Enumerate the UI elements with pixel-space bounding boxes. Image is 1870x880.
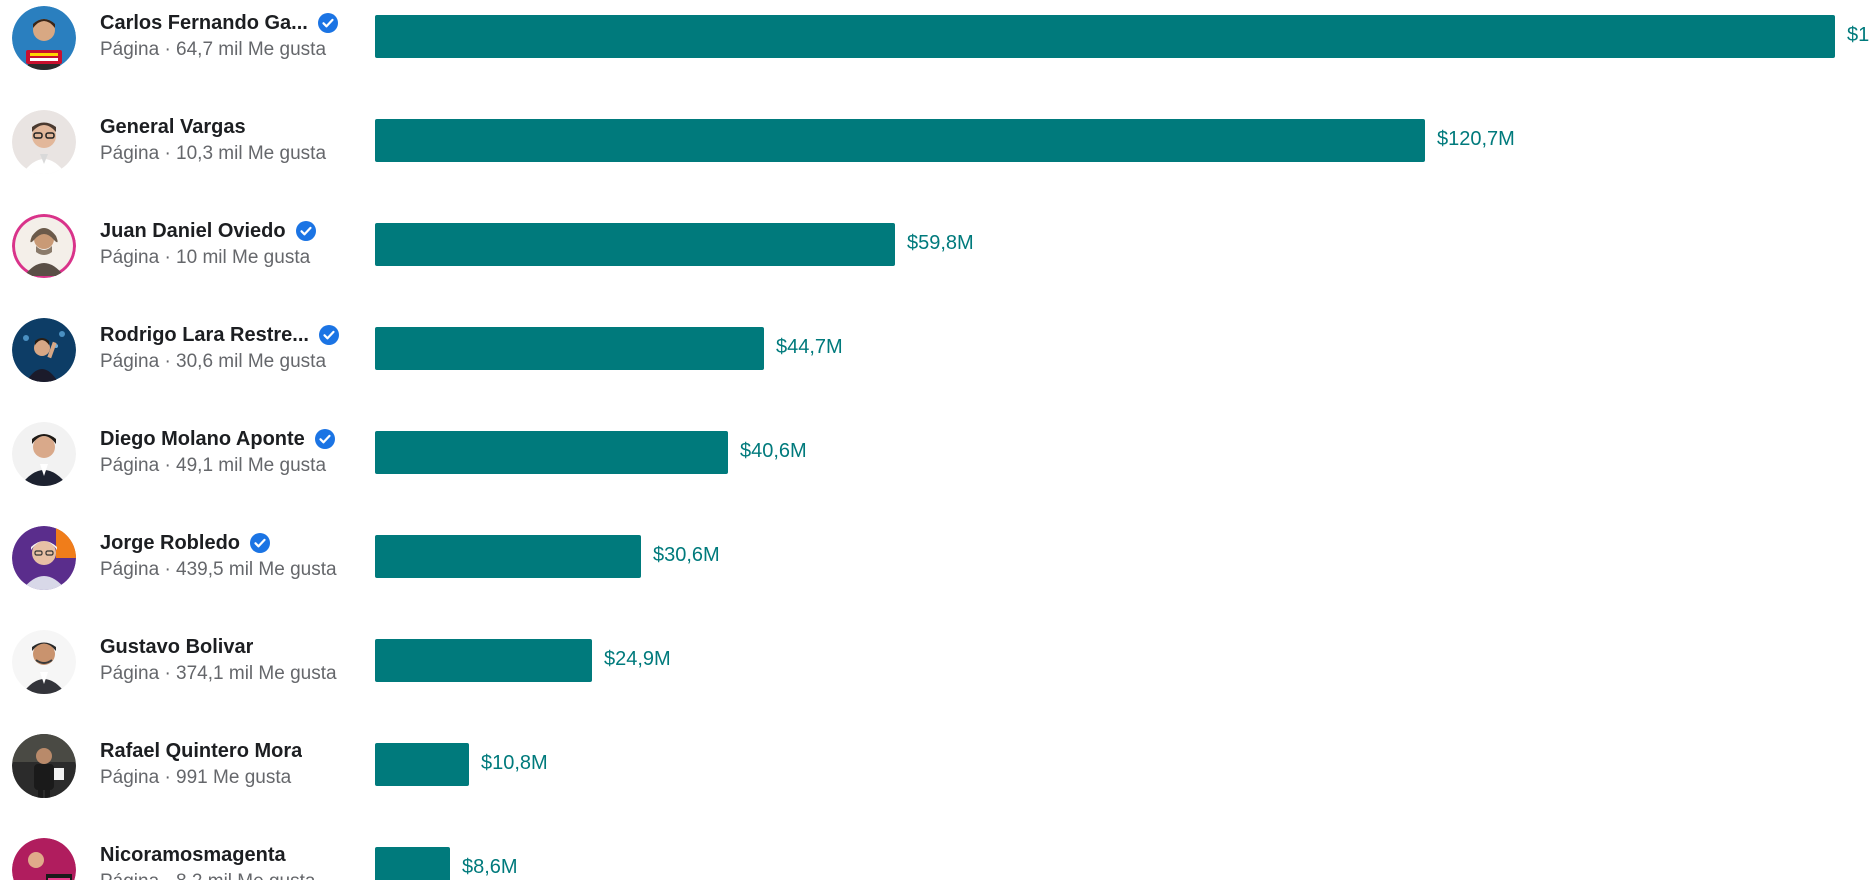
page-likes-meta: Página · 374,1 mil Me gusta xyxy=(100,663,337,684)
page-name-line: Diego Molano Aponte xyxy=(100,426,335,452)
spend-bar xyxy=(375,743,469,786)
spend-value-label: $167,8M xyxy=(1847,24,1870,46)
page-likes-meta: Página · 8,2 mil Me gusta xyxy=(100,871,315,880)
spend-value-label: $40,6M xyxy=(740,440,807,462)
chart-row: Rodrigo Lara Restre... Página · 30,6 mil … xyxy=(0,312,1870,392)
page-name-line: Carlos Fernando Ga... xyxy=(100,10,338,36)
verified-badge-icon xyxy=(317,13,338,33)
page-likes-meta: Página · 64,7 mil Me gusta xyxy=(100,39,327,60)
page-name[interactable]: Juan Daniel Oviedo xyxy=(100,219,286,242)
spend-bar xyxy=(375,639,592,682)
chart-row: Juan Daniel Oviedo Página · 10 mil Me gus… xyxy=(0,208,1870,288)
avatar-light-glasses[interactable] xyxy=(12,110,76,174)
verified-badge-icon xyxy=(314,429,335,449)
chart-row: Rafael Quintero Mora Página · 991 Me gust… xyxy=(0,728,1870,808)
page-name[interactable]: Gustavo Bolivar xyxy=(100,635,254,658)
chart-row: General Vargas Página · 10,3 mil Me gusta… xyxy=(0,104,1870,184)
page-name-line: Nicoramosmagenta xyxy=(100,842,286,868)
page-name[interactable]: Rodrigo Lara Restre... xyxy=(100,323,309,346)
page-name-line: Juan Daniel Oviedo xyxy=(100,218,316,244)
chart-row: Carlos Fernando Ga... Página · 64,7 mil M… xyxy=(0,0,1870,80)
spend-value-label: $8,6M xyxy=(462,856,518,878)
spend-value-label: $30,6M xyxy=(653,544,720,566)
page-name[interactable]: Jorge Robledo xyxy=(100,531,241,554)
verified-badge-icon xyxy=(250,533,271,553)
avatar-dark-suit[interactable] xyxy=(12,422,76,486)
verified-badge-icon xyxy=(318,325,339,345)
chart-row: Jorge Robledo Página · 439,5 mil Me gusta… xyxy=(0,520,1870,600)
page-name-line: General Vargas xyxy=(100,114,246,140)
avatar-white-portrait[interactable] xyxy=(12,630,76,694)
page-name[interactable]: General Vargas xyxy=(100,115,246,138)
avatar-dark-standing[interactable] xyxy=(12,734,76,798)
page-likes-meta: Página · 991 Me gusta xyxy=(100,767,292,788)
avatar-magenta[interactable] xyxy=(12,838,76,880)
spend-value-label: $44,7M xyxy=(776,336,843,358)
page-name[interactable]: Rafael Quintero Mora xyxy=(100,739,303,762)
page-name[interactable]: Diego Molano Aponte xyxy=(100,427,305,450)
chart-row: Gustavo Bolivar Página · 374,1 mil Me gus… xyxy=(0,624,1870,704)
avatar-blue-crowd[interactable] xyxy=(12,318,76,382)
spend-bar xyxy=(375,327,764,370)
page-likes-meta: Página · 10,3 mil Me gusta xyxy=(100,143,327,164)
page-name[interactable]: Carlos Fernando Ga... xyxy=(100,11,308,34)
page-name-line: Jorge Robledo xyxy=(100,530,271,556)
page-likes-meta: Página · 10 mil Me gusta xyxy=(100,247,311,268)
spend-value-label: $120,7M xyxy=(1437,128,1515,150)
spend-bar xyxy=(375,15,1835,58)
avatar-red-banner[interactable] xyxy=(12,6,76,70)
page-likes-meta: Página · 49,1 mil Me gusta xyxy=(100,455,327,476)
spend-value-label: $59,8M xyxy=(907,232,974,254)
chart-row: Diego Molano Aponte Página · 49,1 mil Me … xyxy=(0,416,1870,496)
spend-bar xyxy=(375,223,895,266)
page-likes-meta: Página · 439,5 mil Me gusta xyxy=(100,559,337,580)
spend-value-label: $10,8M xyxy=(481,752,548,774)
avatar-purple-orange[interactable] xyxy=(12,526,76,590)
spend-bar xyxy=(375,119,1425,162)
page-name-line: Rafael Quintero Mora xyxy=(100,738,302,764)
page-likes-meta: Página · 30,6 mil Me gusta xyxy=(100,351,327,372)
spend-bar xyxy=(375,535,641,578)
page-name-line: Rodrigo Lara Restre... xyxy=(100,322,339,348)
chart-row: Nicoramosmagenta Página · 8,2 mil Me gust… xyxy=(0,832,1870,880)
page-name[interactable]: Nicoramosmagenta xyxy=(100,843,286,866)
page-name-line: Gustavo Bolivar xyxy=(100,634,253,660)
avatar-pink-ring[interactable] xyxy=(12,214,76,278)
verified-badge-icon xyxy=(295,221,316,241)
spend-bar xyxy=(375,431,728,474)
spend-value-label: $24,9M xyxy=(604,648,671,670)
spend-bar xyxy=(375,847,450,880)
